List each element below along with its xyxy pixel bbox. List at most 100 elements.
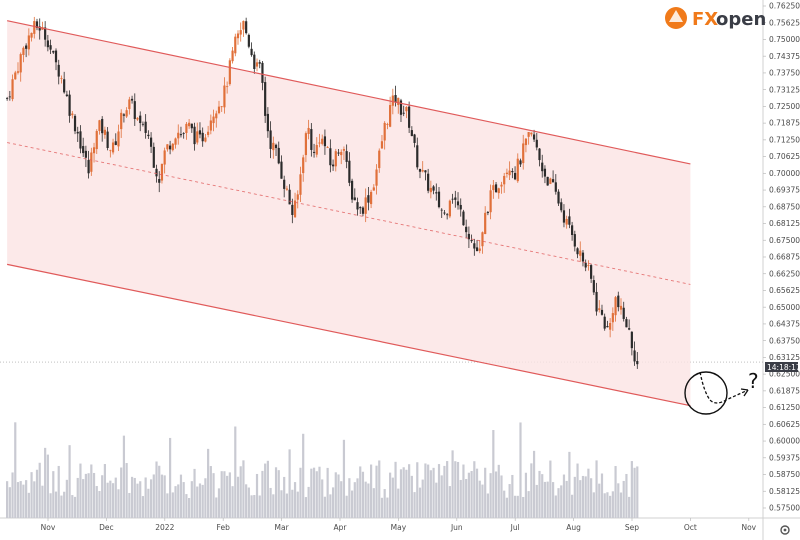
candle-body: [598, 308, 601, 310]
candle-body: [234, 36, 237, 54]
candle-body: [557, 191, 560, 204]
candle-body: [451, 198, 454, 200]
candle-body: [60, 78, 63, 79]
volume-bar: [321, 479, 324, 518]
volume-bar: [579, 480, 582, 518]
candle-body: [158, 178, 161, 183]
candle-body: [103, 129, 107, 135]
candle-body: [489, 190, 492, 213]
volume-bar: [530, 463, 533, 518]
candle-body: [418, 168, 422, 172]
candle-body: [421, 170, 424, 172]
candle-body: [133, 101, 136, 119]
volume-bar: [513, 495, 517, 518]
candle-body: [356, 202, 359, 210]
volume-bar: [427, 464, 430, 518]
candle-body: [30, 32, 33, 38]
candle-body: [22, 47, 25, 56]
volume-bars: [6, 422, 639, 518]
volume-bar: [114, 477, 117, 518]
volume-bar: [27, 492, 30, 518]
volume-bar: [98, 491, 101, 518]
volume-bar: [182, 482, 185, 518]
candle-body: [456, 201, 460, 206]
volume-bar: [364, 481, 367, 518]
candle-body: [201, 132, 204, 142]
y-tick-label: 0.72500: [769, 102, 800, 111]
volume-bar: [356, 478, 359, 518]
volume-bar: [492, 430, 495, 518]
candle-body: [109, 150, 112, 152]
volume-bar: [503, 490, 506, 518]
volume-bar: [11, 472, 14, 518]
x-axis[interactable]: Nov Dec 2022 Feb Mar Apr May Jun Jul Aug Sep Oct Nov: [41, 518, 757, 532]
candle-body: [285, 188, 288, 190]
candle-body: [147, 134, 150, 137]
volume-bar: [353, 482, 356, 518]
candle-body: [54, 50, 58, 63]
candle-body: [617, 295, 620, 308]
candle-body: [177, 132, 180, 139]
volume-bar: [125, 463, 128, 518]
volume-bar: [266, 460, 269, 518]
volume-bar: [554, 495, 557, 518]
candle-body: [378, 150, 381, 169]
volume-bar: [584, 476, 587, 518]
candle-body: [326, 147, 329, 148]
gear-icon[interactable]: [780, 525, 790, 535]
volume-bar: [190, 481, 193, 518]
volume-bar: [519, 422, 522, 518]
candle-body: [467, 233, 470, 240]
volume-bar: [109, 480, 112, 518]
candle-body: [19, 54, 22, 73]
volume-bar: [312, 467, 316, 518]
volume-bar: [318, 466, 321, 518]
candle-body: [538, 148, 541, 161]
volume-bar: [636, 466, 639, 518]
candle-body: [372, 187, 375, 191]
y-tick-label: 0.61250: [769, 403, 800, 412]
volume-bar: [437, 464, 441, 518]
volume-bar: [269, 487, 272, 518]
volume-bar: [334, 472, 337, 518]
volume-bar: [315, 471, 318, 518]
y-tick-label: 0.65625: [769, 286, 800, 295]
volume-bar: [220, 471, 223, 518]
channel-middle-line: [7, 142, 691, 285]
volume-bar: [619, 492, 623, 518]
y-tick-label: 0.63125: [769, 353, 800, 362]
volume-bar: [383, 489, 386, 518]
volume-bar: [16, 482, 20, 518]
volume-bar: [166, 493, 169, 518]
candle-body: [375, 169, 378, 186]
volume-bar: [158, 465, 161, 518]
volume-bar: [598, 483, 601, 518]
volume-bar: [141, 496, 145, 518]
current-price-tag: 14:18:17: [765, 362, 800, 372]
candle-body: [231, 50, 234, 62]
volume-bar: [120, 467, 123, 518]
candle-body: [573, 234, 576, 247]
volume-bar: [532, 450, 536, 518]
volume-bar: [185, 494, 188, 518]
volume-bar: [193, 468, 196, 518]
volume-bar: [35, 469, 39, 518]
candle-body: [8, 96, 11, 98]
y-tick-label: 0.58750: [769, 470, 800, 479]
volume-bar: [573, 476, 576, 518]
candle-body: [179, 134, 183, 136]
candle-body: [79, 131, 82, 149]
volume-bar: [76, 477, 79, 518]
volume-bar: [489, 473, 492, 518]
volume-bar: [139, 481, 142, 518]
volume-bar: [168, 437, 172, 518]
candle-body: [114, 141, 117, 145]
candle-body: [87, 160, 90, 174]
volume-bar: [30, 472, 33, 518]
candle-body: [318, 142, 321, 144]
volume-bar: [288, 449, 291, 518]
y-axis[interactable]: 0.76250 0.75625 0.75000 0.74375 0.73750 0.731…: [763, 2, 800, 513]
candle-body: [33, 21, 36, 34]
candle-body: [296, 194, 299, 200]
